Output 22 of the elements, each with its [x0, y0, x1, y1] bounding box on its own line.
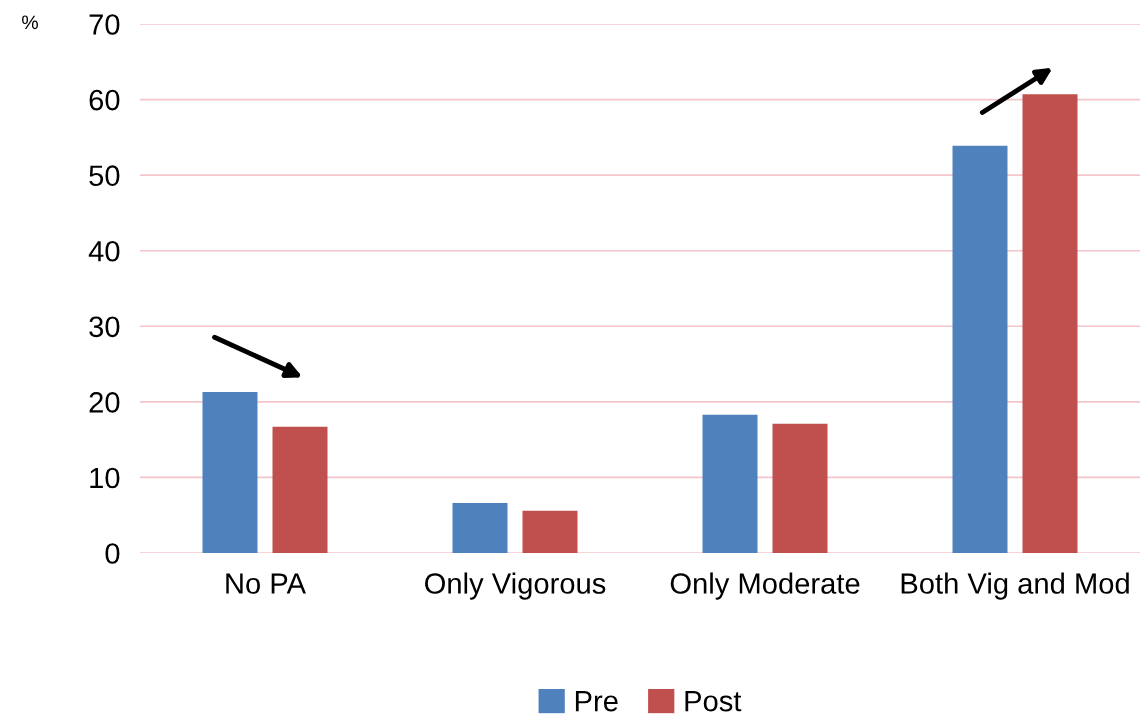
x-tick-label: No PA [226, 573, 307, 594]
bar [452, 503, 508, 553]
x-tick-label: Both Vig and Mod [901, 572, 1129, 600]
y-tick-label: 60 [89, 89, 120, 111]
bar [772, 423, 828, 553]
bar [702, 414, 758, 553]
y-tick-label: 40 [88, 240, 120, 262]
y-tick-label: 50 [89, 165, 120, 186]
bar [952, 145, 1008, 553]
x-tick-label: Only Vigorous [425, 572, 606, 600]
y-tick-label: 30 [89, 316, 120, 338]
bar [522, 510, 578, 553]
y-tick-label: 10 [90, 467, 120, 489]
x-tick-label: Only Moderate [670, 572, 860, 600]
y-axis-title: % [22, 15, 38, 30]
y-tick-label: 0 [105, 543, 120, 564]
bar [202, 392, 258, 553]
bar [272, 426, 328, 553]
y-tick-label: 20 [89, 392, 120, 413]
legend-label: Pre [575, 691, 618, 712]
legend-label: Post [685, 691, 742, 712]
y-tick-label: 70 [89, 14, 120, 35]
